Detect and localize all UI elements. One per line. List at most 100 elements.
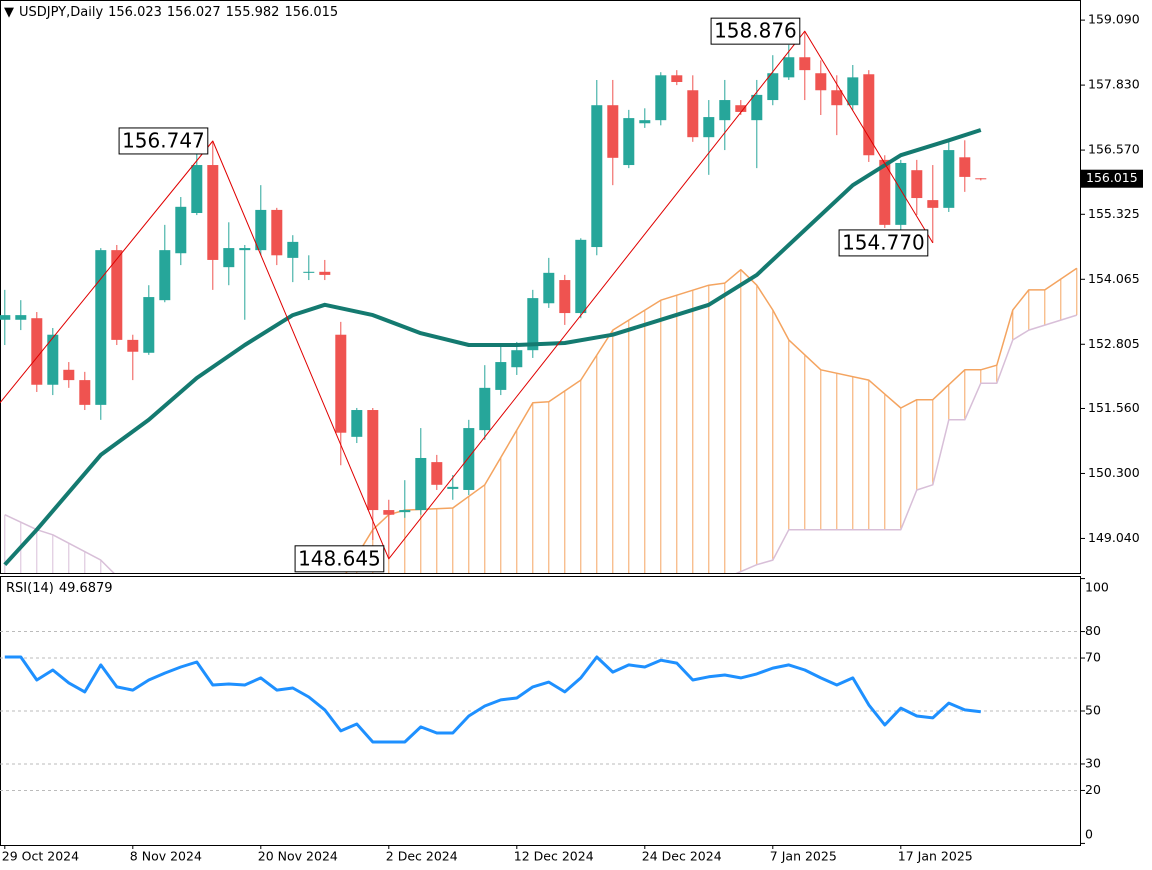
candle-body (303, 271, 315, 273)
x-tick-label: 20 Nov 2024 (258, 849, 338, 864)
close-value: 156.015 (284, 5, 339, 20)
candle-body (479, 387, 491, 431)
candle-body (95, 250, 107, 405)
candle-body (79, 380, 91, 405)
open-value: 156.023 (108, 5, 162, 20)
rsi-tick-label: 80 (1085, 623, 1101, 638)
candle-body (495, 362, 507, 390)
candle-body (287, 241, 299, 258)
x-tick-label: 2 Dec 2024 (386, 849, 458, 864)
candle-body (143, 297, 155, 353)
rsi-tick-label: 70 (1085, 650, 1101, 665)
candle-body (111, 250, 123, 340)
zigzag-label: 148.645 (294, 545, 385, 573)
candle-body (799, 57, 811, 71)
x-tick-label: 24 Dec 2024 (642, 849, 722, 864)
rsi-line (4, 655, 981, 744)
y-tick-label: 149.040 (1088, 530, 1140, 545)
y-tick-label: 151.560 (1088, 400, 1140, 415)
candle-body (687, 90, 699, 138)
candle-body (783, 57, 795, 78)
candle-body (847, 77, 859, 106)
candle-body (255, 209, 267, 251)
candle-body (943, 150, 955, 208)
candle-body (447, 486, 459, 489)
candle-body (735, 105, 747, 112)
candle-body (15, 315, 27, 320)
rsi-tick-label: 0 (1085, 827, 1093, 842)
candle-body (879, 159, 891, 225)
candle-body (399, 510, 411, 513)
candle-body (239, 248, 251, 251)
candle-body (367, 410, 379, 511)
x-tick-label: 12 Dec 2024 (514, 849, 594, 864)
x-tick-label: 29 Oct 2024 (2, 849, 79, 864)
rsi-tick-label: 30 (1085, 755, 1101, 770)
zigzag-label-text: 148.645 (298, 546, 381, 570)
rsi-plot (0, 631, 1080, 791)
zigzag-label: 158.876 (710, 17, 801, 45)
main-plot: 156.747 148.645 158.876 154.770 (0, 17, 1078, 573)
cloud-span-a (345, 267, 1078, 573)
low-value: 155.982 (225, 5, 280, 20)
menu-arrow: ▼ (4, 5, 14, 20)
candle-body (863, 74, 875, 156)
candle-body (207, 165, 219, 260)
candle-body (911, 170, 923, 199)
candle-body (175, 206, 187, 254)
candle-body (319, 271, 331, 275)
candle-body (655, 75, 667, 121)
candle-body (575, 239, 587, 314)
high-value: 156.027 (166, 5, 221, 20)
zigzag-label-box (838, 229, 929, 257)
candle-body (831, 90, 843, 106)
rsi-tick-label: 100 (1085, 580, 1109, 595)
x-tick-label: 17 Jan 2025 (898, 849, 973, 864)
rsi-header: RSI(14) 49.6879 (6, 581, 118, 596)
main-frame (0, 0, 1081, 574)
y-tick-label: 150.300 (1088, 465, 1140, 480)
zigzag-label: 154.770 (838, 229, 929, 257)
candle-body (623, 118, 635, 166)
candle-body (271, 209, 283, 256)
symbol: USDJPY,Daily (19, 5, 104, 20)
y-tick-label: 155.325 (1088, 206, 1140, 221)
candle-body (511, 350, 523, 368)
candle-body (191, 165, 203, 214)
candle-body (351, 410, 363, 437)
candle-body (463, 428, 475, 490)
y-tick-label: 157.830 (1088, 77, 1140, 92)
candle-body (895, 162, 907, 225)
y-tick-label: 152.805 (1088, 336, 1140, 351)
candle-body (927, 200, 939, 208)
axes: 159.090 157.830 156.570 155.325 154.065 152.8… (2, 12, 1143, 864)
candle-body (559, 280, 571, 314)
candle-body (415, 457, 427, 511)
candle-body (335, 334, 347, 433)
candle-body (751, 94, 763, 121)
candle-body (543, 272, 555, 304)
candle-body (0, 315, 11, 320)
candle-body (975, 178, 987, 180)
candle-body (383, 510, 395, 515)
candle-body (607, 105, 619, 158)
y-tick-label: 154.065 (1088, 271, 1140, 286)
price-box (1081, 169, 1143, 188)
candle-body (959, 157, 971, 177)
rsi-tick-label: 50 (1085, 703, 1101, 718)
rsi-label: RSI(14) (6, 581, 54, 596)
candle-body (767, 73, 779, 101)
chart-header: ▼ USDJPY,Daily 156.023 156.027 155.982 156.01… (4, 5, 344, 20)
candle-body (815, 73, 827, 91)
y-tick-label: 159.090 (1088, 12, 1140, 27)
candle-body (63, 369, 75, 381)
zigzag-label-text: 154.770 (842, 230, 925, 254)
moving-average (3, 128, 982, 567)
rsi-value: 49.6879 (58, 581, 113, 596)
x-tick-label: 7 Jan 2025 (770, 849, 837, 864)
candle-body (31, 318, 43, 385)
candle-body (703, 117, 715, 138)
rsi-tick-label: 20 (1085, 782, 1101, 797)
